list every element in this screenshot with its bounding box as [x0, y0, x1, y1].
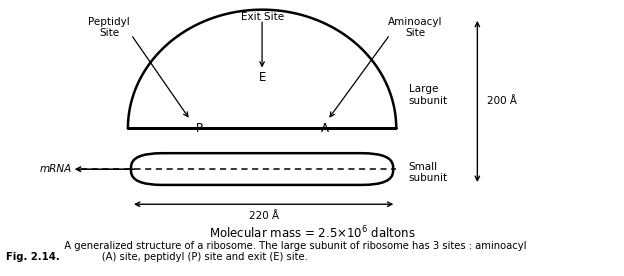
Text: Molecular mass = 2.5$\times$10$^6$ daltons: Molecular mass = 2.5$\times$10$^6$ dalto…: [208, 225, 416, 242]
Text: Small
subunit: Small subunit: [409, 162, 448, 183]
Text: Aminoacyl
Site: Aminoacyl Site: [388, 17, 442, 38]
Text: Fig. 2.14.: Fig. 2.14.: [6, 252, 60, 262]
FancyBboxPatch shape: [131, 153, 393, 185]
Text: 200 Å: 200 Å: [487, 96, 517, 107]
Text: mRNA: mRNA: [39, 164, 72, 174]
Text: A generalized structure of a ribosome. The large subunit of ribosome has 3 sites: A generalized structure of a ribosome. T…: [58, 241, 527, 262]
Text: Exit Site: Exit Site: [240, 12, 284, 22]
Text: P: P: [196, 122, 203, 135]
Text: Peptidyl
Site: Peptidyl Site: [89, 17, 130, 38]
Text: Large
subunit: Large subunit: [409, 84, 448, 106]
Text: 220 Å: 220 Å: [248, 211, 279, 221]
Text: E: E: [258, 71, 266, 84]
Text: A: A: [321, 122, 328, 135]
